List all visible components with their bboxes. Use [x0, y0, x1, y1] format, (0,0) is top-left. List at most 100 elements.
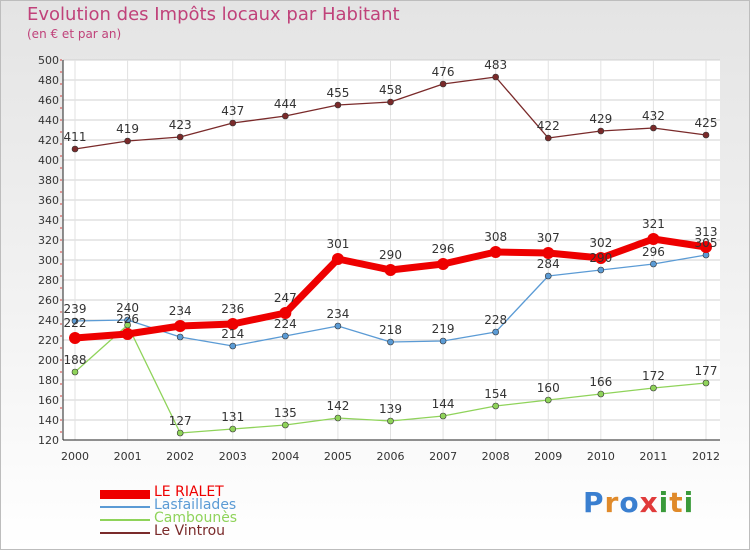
y-tick-label-380: 380 — [38, 174, 59, 187]
point-le-rialet-2007 — [437, 258, 450, 270]
point-label-cambounes-2010: 166 — [589, 375, 612, 389]
logo-letter: t — [669, 486, 684, 519]
point-le-vintrou-2002 — [176, 133, 184, 141]
y-tick-label-460: 460 — [38, 94, 59, 107]
point-label-lasfaillades-2005: 234 — [326, 307, 349, 321]
point-lasfaillades-2008 — [492, 328, 499, 336]
point-cambounes-2012 — [702, 379, 710, 387]
point-label-le-rialet-2006: 290 — [379, 248, 402, 262]
y-tick-label-240: 240 — [38, 314, 59, 327]
y-tick-label-440: 440 — [38, 114, 59, 127]
point-cambounes-2011 — [650, 384, 657, 392]
point-label-cambounes-2007: 144 — [432, 397, 455, 411]
point-label-le-vintrou-2010: 429 — [589, 112, 612, 126]
chart-subtitle: (en € et par an) — [27, 27, 122, 41]
point-cambounes-2006 — [387, 417, 394, 425]
point-label-le-rialet-2005: 301 — [326, 237, 349, 251]
point-label-lasfaillades-2008: 228 — [484, 313, 507, 327]
point-label-le-vintrou-2005: 455 — [326, 86, 349, 100]
point-label-le-rialet-2000: 222 — [64, 316, 87, 330]
point-lasfaillades-2003 — [229, 342, 237, 350]
legend-swatch-le-vintrou — [100, 531, 150, 534]
point-label-le-vintrou-2008: 483 — [484, 58, 507, 72]
point-label-lasfaillades-2000: 239 — [64, 302, 87, 316]
point-le-vintrou-2012 — [702, 131, 710, 139]
point-label-le-rialet-2007: 296 — [432, 242, 455, 256]
point-le-rialet-2008 — [489, 246, 502, 258]
x-tick-label-2006: 2006 — [377, 450, 405, 463]
point-label-le-vintrou-2011: 432 — [642, 109, 665, 123]
point-le-rialet-2006 — [384, 264, 397, 276]
logo-letter: x — [639, 486, 659, 519]
point-cambounes-2005 — [334, 414, 342, 422]
point-lasfaillades-2011 — [650, 260, 657, 268]
point-lasfaillades-2007 — [439, 337, 447, 345]
x-tick-label-2007: 2007 — [429, 450, 457, 463]
proxiti-logo: Proxiti — [583, 486, 694, 519]
point-le-rialet-2000 — [69, 332, 81, 344]
point-label-cambounes-2006: 139 — [379, 402, 402, 416]
point-le-vintrou-2007 — [439, 80, 447, 88]
point-label-le-rialet-2003: 236 — [221, 302, 244, 316]
point-label-lasfaillades-2003: 214 — [221, 327, 244, 341]
x-tick-label-2012: 2012 — [692, 450, 720, 463]
point-label-cambounes-2005: 142 — [326, 399, 349, 413]
legend-swatch-lasfaillades — [100, 505, 150, 508]
x-tick-label-2002: 2002 — [166, 450, 194, 463]
point-label-le-rialet-2009: 307 — [537, 231, 560, 245]
x-tick-label-2005: 2005 — [324, 450, 352, 463]
point-cambounes-2008 — [492, 402, 499, 410]
y-tick-label-500: 500 — [38, 54, 59, 67]
point-label-cambounes-2002: 127 — [169, 414, 192, 428]
point-label-le-vintrou-2006: 458 — [379, 83, 402, 97]
logo-letter: P — [583, 486, 605, 519]
point-label-lasfaillades-2011: 296 — [642, 245, 665, 259]
point-label-lasfaillades-2006: 218 — [379, 323, 402, 337]
point-label-cambounes-2000: 188 — [64, 353, 87, 367]
point-label-le-vintrou-2003: 437 — [221, 104, 244, 118]
point-cambounes-2010 — [597, 390, 605, 398]
y-tick-label-420: 420 — [38, 134, 59, 147]
logo-letter: o — [619, 486, 640, 519]
point-label-le-vintrou-2002: 423 — [169, 118, 192, 132]
point-lasfaillades-2006 — [387, 338, 394, 346]
y-tick-label-320: 320 — [38, 234, 59, 247]
point-label-cambounes-2008: 154 — [484, 387, 507, 401]
y-tick-label-360: 360 — [38, 194, 59, 207]
point-le-vintrou-2000 — [71, 145, 79, 153]
y-tick-label-200: 200 — [38, 354, 59, 367]
point-le-vintrou-2006 — [387, 98, 394, 106]
point-le-rialet-2009 — [542, 247, 555, 259]
y-tick-label-400: 400 — [38, 154, 59, 167]
point-le-vintrou-2001 — [124, 137, 131, 145]
y-tick-label-140: 140 — [38, 414, 59, 427]
point-label-le-rialet-2004: 247 — [274, 291, 297, 305]
point-label-cambounes-2004: 135 — [274, 406, 297, 420]
point-le-vintrou-2005 — [334, 101, 342, 109]
point-label-le-rialet-2001: 226 — [116, 312, 139, 326]
point-label-le-vintrou-2007: 476 — [432, 65, 455, 79]
legend-label-cambounes: Cambounès — [154, 510, 238, 526]
point-lasfaillades-2004 — [282, 332, 289, 340]
point-cambounes-2009 — [544, 396, 552, 404]
y-tick-label-480: 480 — [38, 74, 59, 87]
x-tick-label-2000: 2000 — [61, 450, 89, 463]
point-label-le-rialet-2011: 321 — [642, 217, 665, 231]
point-label-cambounes-2009: 160 — [537, 381, 560, 395]
point-label-lasfaillades-2012: 305 — [695, 236, 718, 250]
point-lasfaillades-2009 — [544, 272, 552, 280]
x-tick-label-2010: 2010 — [587, 450, 615, 463]
point-le-rialet-2010 — [594, 252, 607, 264]
point-le-rialet-2011 — [647, 233, 660, 245]
y-tick-label-160: 160 — [38, 394, 59, 407]
point-le-vintrou-2009 — [544, 134, 552, 142]
point-le-rialet-2001 — [121, 328, 134, 340]
y-tick-label-280: 280 — [38, 274, 59, 287]
point-lasfaillades-2010 — [597, 266, 605, 274]
x-tick-label-2003: 2003 — [219, 450, 247, 463]
point-cambounes-2000 — [71, 368, 79, 376]
point-label-lasfaillades-2009: 284 — [537, 257, 560, 271]
point-le-vintrou-2003 — [229, 119, 237, 127]
x-tick-label-2011: 2011 — [639, 450, 667, 463]
